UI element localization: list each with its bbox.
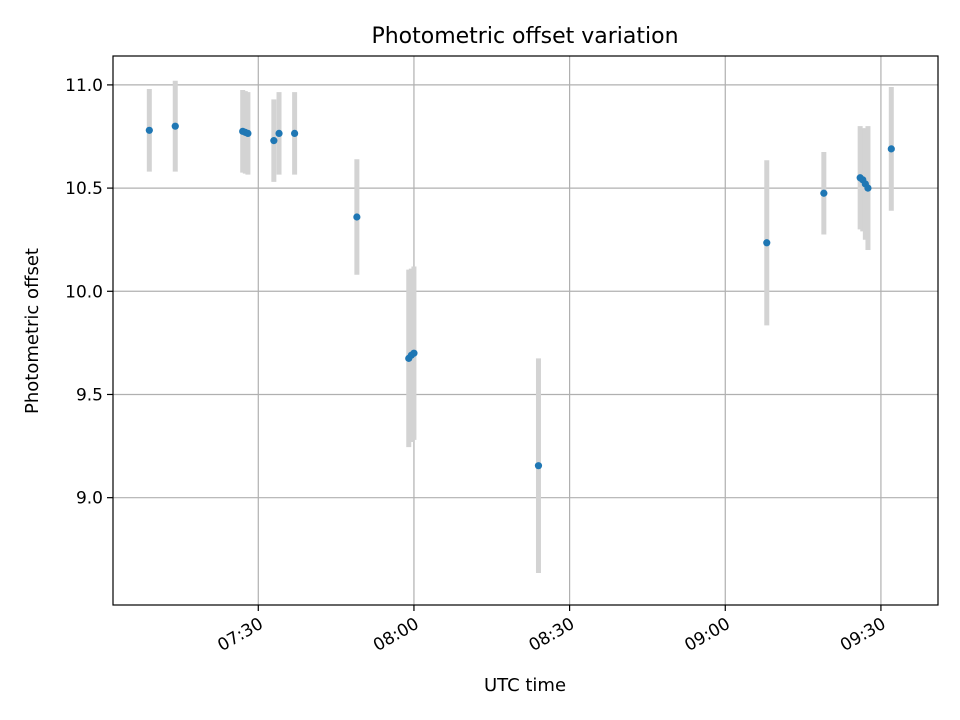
x-tick-label: 08:00: [370, 614, 422, 656]
grid: [113, 56, 938, 605]
x-tick-label: 08:30: [526, 614, 578, 656]
data-point: [410, 349, 418, 357]
data-point: [887, 145, 895, 153]
data-point: [763, 239, 771, 247]
data-points: [145, 122, 895, 470]
data-point: [864, 184, 872, 192]
x-tick-label: 09:30: [837, 614, 889, 656]
plot-frame: [112, 55, 939, 606]
y-axis-label: Photometric offset: [22, 248, 43, 414]
y-tick-label: 11.0: [65, 76, 103, 96]
y-tick-label: 9.5: [76, 385, 103, 405]
data-point: [244, 129, 252, 137]
data-point: [270, 137, 278, 145]
data-point: [820, 189, 828, 197]
y-tick-label: 9.0: [76, 489, 103, 509]
y-axis-ticks: 9.0 9.5 10.0 10.5 11.0: [65, 76, 113, 509]
x-axis-label: UTC time: [484, 675, 566, 696]
data-point: [171, 122, 179, 130]
chart-title: Photometric offset variation: [371, 24, 678, 49]
x-axis-ticks: 07:30 08:00 08:30 09:00 09:30: [214, 605, 889, 656]
x-tick-label: 09:00: [681, 614, 733, 656]
error-bars: [146, 80, 894, 574]
data-point: [145, 126, 153, 134]
data-point: [291, 129, 299, 137]
y-tick-label: 10.5: [65, 179, 103, 199]
y-tick-label: 10.0: [65, 282, 103, 302]
data-point: [275, 129, 283, 137]
data-point: [534, 462, 543, 470]
x-tick-label: 07:30: [214, 614, 266, 656]
data-point: [353, 213, 361, 221]
